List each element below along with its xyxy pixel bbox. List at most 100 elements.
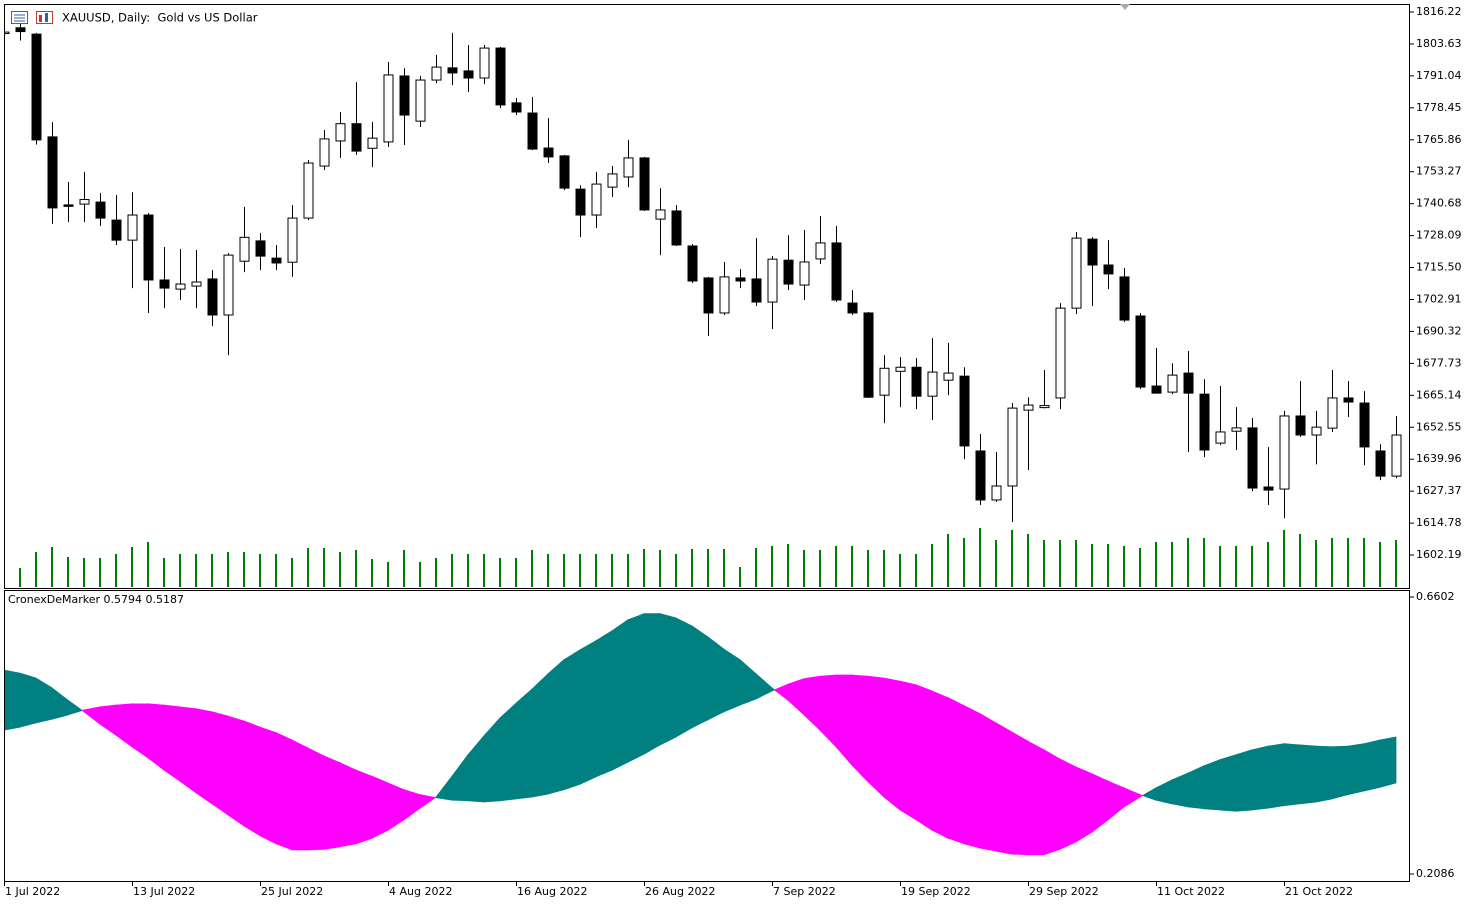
band-fill: [1363, 739, 1381, 792]
band-fill: [1267, 743, 1285, 809]
candle-body: [1391, 434, 1402, 477]
candle-body: [447, 67, 458, 74]
candle-body: [431, 66, 442, 81]
candle-body: [1359, 402, 1370, 448]
shift-marker: [1120, 4, 1130, 10]
candle-body: [383, 74, 394, 143]
band-fill: [611, 619, 629, 771]
band-fill: [243, 720, 261, 837]
candle-body: [175, 283, 186, 290]
candle-body: [15, 27, 26, 33]
candle-body: [751, 278, 762, 303]
band-fill: [1059, 758, 1077, 850]
candle-body: [975, 450, 986, 501]
y-tick-label: 1639.96: [1416, 452, 1462, 465]
band-fill: [211, 711, 229, 816]
y-tick-label: 1652.55: [1416, 420, 1462, 433]
band-fill: [371, 775, 389, 839]
candle-body: [719, 276, 730, 314]
y-tick-label: 0.2086: [1416, 867, 1455, 880]
candle-body: [735, 277, 746, 282]
candle-body: [191, 281, 202, 287]
band-fill: [1315, 745, 1333, 803]
x-tick-label: 4 Aug 2022: [389, 885, 452, 898]
x-tick-label: 19 Sep 2022: [901, 885, 971, 898]
candle-body: [1215, 431, 1226, 444]
x-tick-label: 16 Aug 2022: [517, 885, 587, 898]
indicator-plot: [5, 613, 1397, 856]
band-fill: [771, 687, 776, 692]
candle-body: [1279, 415, 1290, 490]
y-tick-label: 1627.37: [1416, 484, 1462, 497]
y-tick-label: 1715.50: [1416, 261, 1462, 274]
candle-body: [847, 302, 858, 314]
candle-body: [255, 240, 266, 257]
candle-body: [415, 79, 426, 122]
candle-body: [687, 245, 698, 282]
candle-body: [47, 136, 58, 209]
candle-body: [1055, 307, 1066, 399]
x-tick-label: 7 Sep 2022: [773, 885, 836, 898]
band-fill: [1235, 749, 1253, 812]
band-fill: [979, 712, 997, 852]
y-tick-label: 1690.32: [1416, 324, 1462, 337]
y-tick-label: 1803.63: [1416, 37, 1462, 50]
band-fill: [291, 739, 309, 851]
y-tick-label: 1677.73: [1416, 356, 1462, 369]
indicator-title: CronexDeMarker 0.5794 0.5187: [8, 593, 184, 606]
band-fill: [5, 669, 21, 731]
x-tick-label: 26 Aug 2022: [645, 885, 715, 898]
band-fill: [675, 617, 693, 738]
candle-body: [959, 375, 970, 447]
candle-body: [1183, 372, 1194, 394]
band-fill: [19, 672, 37, 728]
y-tick-label: 1702.91: [1416, 292, 1462, 305]
candle-body: [495, 47, 506, 106]
band-fill: [915, 684, 933, 831]
x-tick-label: 29 Sep 2022: [1029, 885, 1099, 898]
band-fill: [963, 705, 981, 849]
band-fill: [563, 649, 581, 791]
candle-body: [5, 31, 10, 35]
y-tick-label: 0.6602: [1416, 590, 1455, 603]
y-tick-label: 1728.09: [1416, 229, 1462, 242]
band-fill: [627, 613, 645, 763]
band-fill: [931, 690, 949, 839]
band-fill: [1299, 744, 1317, 805]
x-tick-label: 13 Jul 2022: [133, 885, 195, 898]
candle-body: [399, 75, 410, 116]
y-tick-label: 1614.78: [1416, 516, 1462, 529]
band-fill: [227, 715, 245, 827]
candle-body: [1135, 315, 1146, 388]
candle-body: [559, 155, 570, 189]
band-fill: [947, 697, 965, 845]
candle-body: [463, 70, 474, 79]
band-fill: [1203, 759, 1221, 811]
candle-body: [63, 204, 74, 207]
band-fill: [1331, 745, 1349, 800]
candle-body: [991, 485, 1002, 501]
price-plot: [5, 23, 1402, 587]
y-tick-label: 1753.27: [1416, 165, 1462, 178]
band-fill: [1251, 745, 1269, 811]
candle-body: [703, 277, 714, 314]
candle-body: [239, 236, 250, 262]
band-fill: [1043, 749, 1061, 856]
band-fill: [355, 769, 373, 845]
candle-body: [1039, 405, 1050, 409]
band-fill: [1379, 736, 1397, 788]
band-fill: [643, 613, 661, 755]
candle-body: [543, 147, 554, 158]
y-tick-label: 1765.86: [1416, 133, 1462, 146]
candle-body: [591, 183, 602, 216]
candle-body: [1263, 486, 1274, 491]
candle-body: [287, 217, 298, 263]
y-tick-label: 1791.04: [1416, 69, 1462, 82]
candle-body: [1375, 450, 1386, 477]
x-tick-label: 21 Oct 2022: [1285, 885, 1353, 898]
band-fill: [195, 708, 213, 805]
candle-body: [943, 372, 954, 381]
band-fill: [691, 625, 709, 729]
candle-body: [639, 157, 650, 211]
candle-body: [575, 188, 586, 216]
